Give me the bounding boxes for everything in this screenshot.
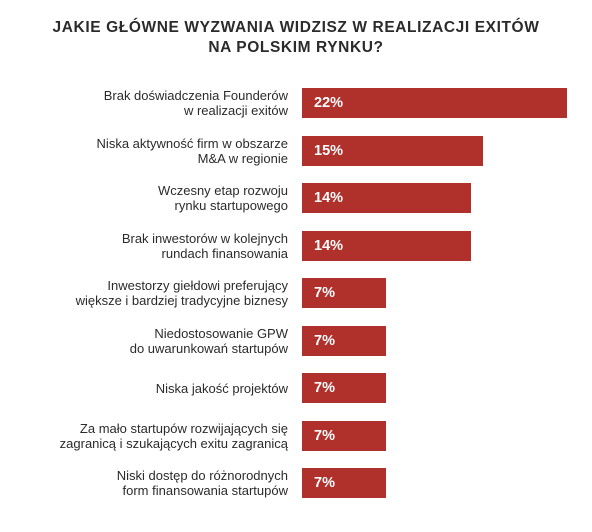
category-label-line: rynku startupowego [174,198,288,213]
category-label: Wczesny etap rozwoju rynku startupowego [3,183,288,213]
category-label-line: Brak inwestorów w kolejnych [121,230,288,246]
category-label-line: Za mało startupów rozwijających się [79,420,288,436]
value-label: 7% [314,475,335,491]
category-label-line: Niedostosowanie GPW [154,325,288,341]
bar: 22% [302,88,567,118]
category-label: Niska jakość projektów [3,373,288,403]
category-label-line: w realizacji exitów [183,103,288,118]
bar-row: Niski dostęp do różnorodnych form finanso… [0,468,592,498]
category-label: Niedostosowanie GPW do uwarunkowań startu… [3,326,288,356]
category-label-line: zagranicą i szukających exitu zagranicą [59,435,288,451]
category-label-line: większe i bardziej tradycyjne biznesy [75,293,288,308]
bar: 15% [302,135,483,166]
bar: 14% [302,183,471,213]
category-label-line: rundach finansowania [161,245,288,261]
category-label-line: Inwestorzy giełdowi preferujący [107,278,288,293]
value-label: 7% [314,380,335,396]
bar-row: Niska aktywność firm w obszarze M&A w reg… [0,135,592,166]
chart-title-line-1: JAKIE GŁÓWNE WYZWANIA WIDZISZ W REALIZAC… [52,19,540,36]
bar: 14% [302,230,471,261]
bar-row: Wczesny etap rozwoju rynku startupowego 14… [0,183,592,213]
bar: 7% [302,373,387,403]
chart-title-line-2: NA POLSKIM RYNKU? [208,39,384,56]
category-label-line: Wczesny etap rozwoju [157,183,288,198]
category-label: Za mało startupów rozwijających się zagra… [3,421,288,451]
category-label: Brak doświadczenia Founderów w realizacji… [3,88,288,118]
category-label-line: Niska jakość projektów [155,380,288,396]
chart-title: JAKIE GŁÓWNE WYZWANIA WIDZISZ W REALIZAC… [0,18,592,58]
category-label-line: form finansowania startupów [122,483,288,498]
category-label: Niska aktywność firm w obszarze M&A w reg… [3,136,288,166]
value-label: 14% [314,190,344,206]
category-label-line: Brak doświadczenia Founderów [103,88,288,103]
bar: 7% [302,278,387,308]
bar-row: Inwestorzy giełdowi preferujący większe i… [0,278,592,308]
category-label-line: M&A w regionie [197,150,288,166]
value-label: 22% [314,95,344,111]
value-label: 7% [314,285,335,301]
category-label-line: Niski dostęp do różnorodnych [116,468,288,483]
bar-row: Niedostosowanie GPW do uwarunkowań startu… [0,325,592,356]
value-label: 7% [314,427,335,444]
category-label-line: do uwarunkowań startupów [129,340,288,356]
category-label: Inwestorzy giełdowi preferujący większe i… [3,278,288,308]
category-label: Niski dostęp do różnorodnych form finanso… [3,468,288,498]
bar-row: Brak inwestorów w kolejnych rundach finan… [0,230,592,261]
value-label: 15% [314,142,344,159]
value-label: 7% [314,332,335,349]
bar: 7% [302,468,387,498]
value-label: 14% [314,237,344,254]
category-label-line: Niska aktywność firm w obszarze [96,135,288,151]
bar: 7% [302,420,387,451]
bar-row: Niska jakość projektów 7% [0,373,592,403]
category-label: Brak inwestorów w kolejnych rundach finan… [3,231,288,261]
bar-row: Brak doświadczenia Founderów w realizacji… [0,88,592,118]
bar: 7% [302,325,387,356]
bar-row: Za mało startupów rozwijających się zagra… [0,420,592,451]
